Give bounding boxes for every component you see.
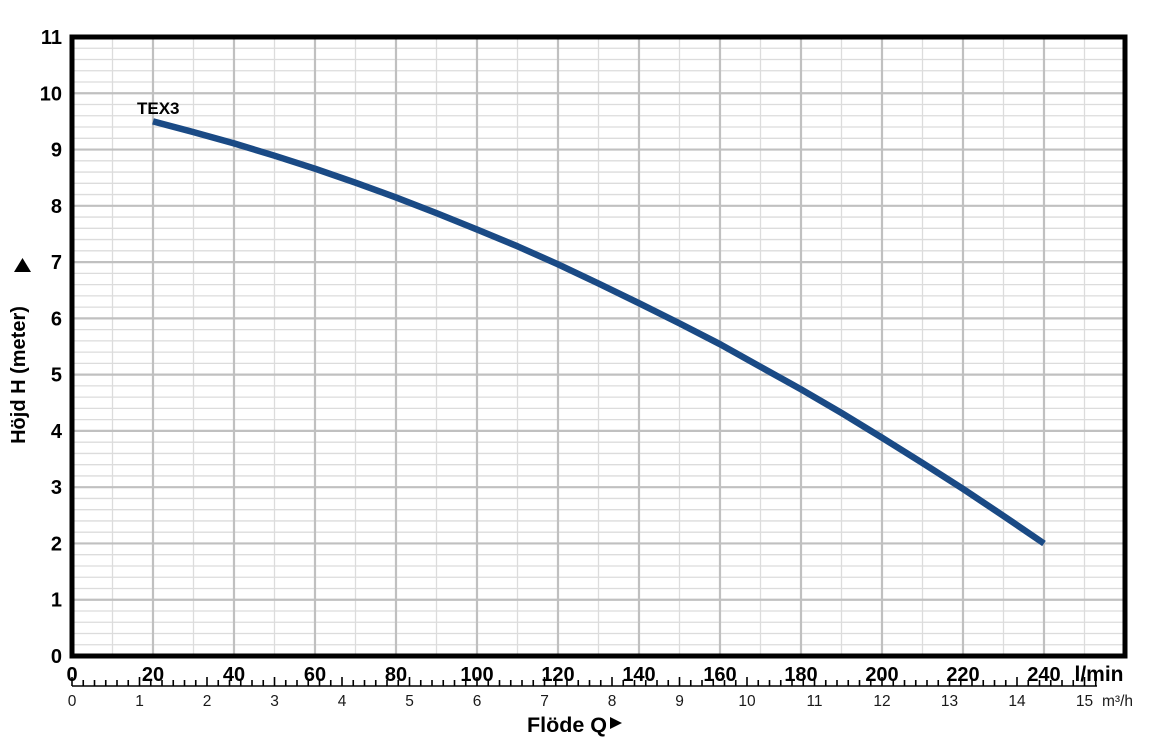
secondary-axis-tick-label: 8 — [608, 693, 617, 710]
secondary-axis-tick-label: 13 — [941, 693, 958, 710]
secondary-axis-tick-label: 5 — [405, 693, 414, 710]
x-axis-tick-label: 100 — [460, 664, 493, 686]
x-axis-unit-label: l/min — [1074, 663, 1123, 686]
y-axis-title: Höjd H (meter) — [8, 306, 30, 444]
y-axis-tick-label: 4 — [51, 421, 63, 443]
x-axis-tick-label: 0 — [66, 664, 77, 686]
y-axis-tick-label: 5 — [51, 365, 62, 387]
x-axis-tick-label: 80 — [385, 664, 407, 686]
x-axis-arrow-icon — [610, 717, 622, 729]
y-axis-tick-label: 6 — [51, 308, 62, 330]
secondary-axis-tick-label: 12 — [873, 693, 890, 710]
x-axis-tick-label: 180 — [784, 664, 817, 686]
x-axis-tick-label: 20 — [142, 664, 164, 686]
x-axis-tick-label: 200 — [865, 664, 898, 686]
x-axis-tick-label: 240 — [1027, 664, 1060, 686]
y-axis-tick-label: 1 — [51, 590, 62, 612]
x-axis-tick-label: 220 — [946, 664, 979, 686]
secondary-axis-tick-label: 10 — [738, 693, 756, 710]
secondary-axis-tick-label: 1 — [135, 693, 144, 710]
x-axis-tick-label: 120 — [541, 664, 574, 686]
x-axis-title: Flöde Q — [527, 713, 607, 737]
y-axis-tick-label: 8 — [51, 196, 62, 218]
plot-frame — [69, 34, 1128, 659]
secondary-axis-tick-label: 6 — [473, 693, 482, 710]
secondary-axis-tick-label: 4 — [338, 693, 347, 710]
secondary-axis-tick-label: 0 — [68, 693, 77, 710]
x-axis-tick-label: 140 — [622, 664, 655, 686]
x-axis-tick-label: 40 — [223, 664, 245, 686]
pump-curve-tex3 — [152, 118, 1046, 547]
secondary-axis-tick-label: 11 — [806, 693, 822, 710]
y-axis-tick-label: 10 — [40, 83, 62, 105]
secondary-axis-unit-label: m³/h — [1102, 693, 1133, 710]
curve-series-label: TEX3 — [137, 99, 180, 118]
y-axis-arrow-icon — [14, 258, 31, 272]
y-axis-tick-label: 9 — [51, 140, 62, 162]
secondary-axis-tick-label: 7 — [540, 693, 549, 710]
secondary-axis-tick-label: 2 — [203, 693, 212, 710]
secondary-axis-tick-label: 9 — [675, 693, 684, 710]
y-axis-tick-label: 3 — [51, 477, 62, 499]
y-axis-tick-label: 0 — [51, 646, 62, 668]
secondary-axis-tick-label: 15 — [1076, 693, 1093, 710]
y-axis-tick-label: 11 — [41, 27, 62, 49]
y-axis-tick-label: 2 — [51, 533, 62, 555]
secondary-axis-tick-label: 3 — [270, 693, 279, 710]
secondary-axis-tick-label: 14 — [1008, 693, 1026, 710]
y-axis-tick-label: 7 — [51, 252, 62, 274]
x-axis-tick-label: 160 — [703, 664, 736, 686]
x-axis-tick-label: 60 — [304, 664, 326, 686]
